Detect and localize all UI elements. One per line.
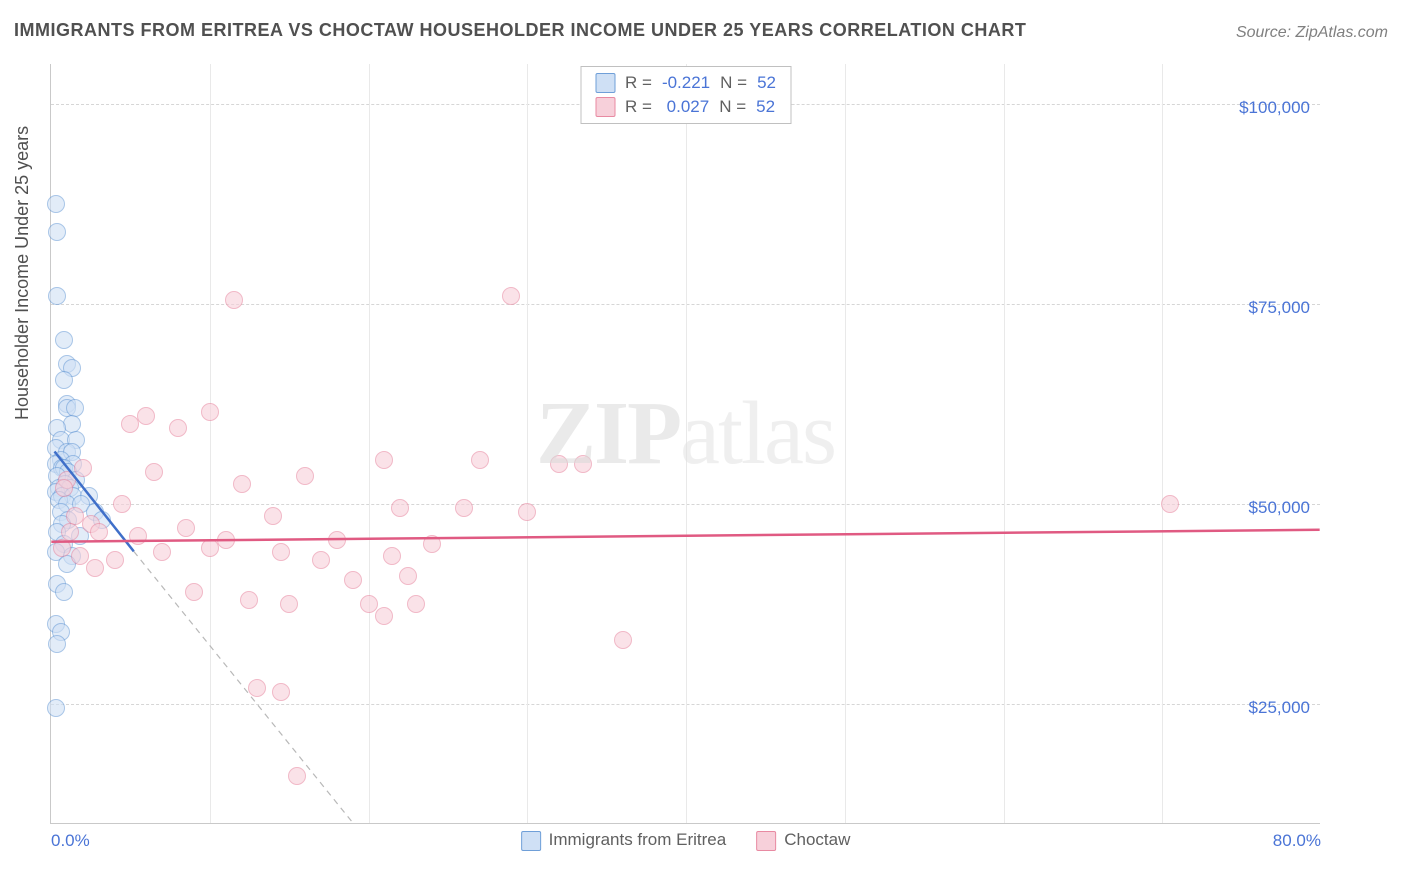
data-point [201, 403, 219, 421]
data-point [399, 567, 417, 585]
data-point [129, 527, 147, 545]
data-point [471, 451, 489, 469]
data-point [55, 583, 73, 601]
source-attribution: Source: ZipAtlas.com [1236, 24, 1388, 42]
data-point [48, 223, 66, 241]
n-label: N = [720, 73, 747, 93]
data-point [74, 459, 92, 477]
vertical-gridline [845, 64, 846, 823]
watermark-thin: atlas [680, 384, 835, 483]
data-point [288, 767, 306, 785]
y-tick-label: $25,000 [1249, 698, 1310, 718]
n-value-eritrea: 52 [757, 73, 776, 93]
data-point [55, 371, 73, 389]
data-point [502, 287, 520, 305]
data-point [280, 595, 298, 613]
data-point [344, 571, 362, 589]
data-point [225, 291, 243, 309]
data-point [217, 531, 235, 549]
legend-row-eritrea: R = -0.221 N = 52 [581, 71, 790, 95]
chart-title: IMMIGRANTS FROM ERITREA VS CHOCTAW HOUSE… [14, 20, 1026, 41]
data-point [137, 407, 155, 425]
series-legend: Immigrants from Eritrea Choctaw [521, 830, 851, 851]
data-point [55, 479, 73, 497]
data-point [248, 679, 266, 697]
data-point [240, 591, 258, 609]
data-point [550, 455, 568, 473]
data-point [177, 519, 195, 537]
data-point [272, 683, 290, 701]
data-point [48, 287, 66, 305]
data-point [71, 547, 89, 565]
legend-label-choctaw: Choctaw [784, 830, 850, 849]
data-point [185, 583, 203, 601]
data-point [55, 331, 73, 349]
y-tick-label: $75,000 [1249, 298, 1310, 318]
data-point [296, 467, 314, 485]
data-point [272, 543, 290, 561]
legend-item-eritrea: Immigrants from Eritrea [521, 830, 727, 851]
y-tick-label: $100,000 [1239, 98, 1310, 118]
n-value-choctaw: 52 [756, 97, 775, 117]
data-point [312, 551, 330, 569]
data-point [328, 531, 346, 549]
data-point [86, 559, 104, 577]
data-point [423, 535, 441, 553]
data-point [360, 595, 378, 613]
vertical-gridline [1162, 64, 1163, 823]
data-point [383, 547, 401, 565]
data-point [53, 539, 71, 557]
r-value-choctaw: 0.027 [662, 97, 709, 117]
data-point [121, 415, 139, 433]
swatch-eritrea [595, 73, 615, 93]
data-point [518, 503, 536, 521]
vertical-gridline [1004, 64, 1005, 823]
data-point [47, 195, 65, 213]
r-label: R = [625, 73, 652, 93]
legend-label-eritrea: Immigrants from Eritrea [549, 830, 727, 849]
vertical-gridline [210, 64, 211, 823]
data-point [106, 551, 124, 569]
data-point [455, 499, 473, 517]
data-point [264, 507, 282, 525]
data-point [153, 543, 171, 561]
legend-row-choctaw: R = 0.027 N = 52 [581, 95, 790, 119]
data-point [169, 419, 187, 437]
swatch-eritrea [521, 831, 541, 851]
data-point [391, 499, 409, 517]
data-point [614, 631, 632, 649]
scatter-plot-area: ZIPatlas R = -0.221 N = 52 R = 0.027 N =… [50, 64, 1320, 824]
data-point [1161, 495, 1179, 513]
data-point [375, 451, 393, 469]
data-point [90, 523, 108, 541]
y-tick-label: $50,000 [1249, 498, 1310, 518]
data-point [113, 495, 131, 513]
data-point [407, 595, 425, 613]
r-label: R = [625, 97, 652, 117]
swatch-choctaw [595, 97, 615, 117]
vertical-gridline [369, 64, 370, 823]
data-point [574, 455, 592, 473]
data-point [47, 699, 65, 717]
data-point [201, 539, 219, 557]
vertical-gridline [686, 64, 687, 823]
swatch-choctaw [756, 831, 776, 851]
n-label: N = [719, 97, 746, 117]
correlation-legend: R = -0.221 N = 52 R = 0.027 N = 52 [580, 66, 791, 124]
vertical-gridline [527, 64, 528, 823]
data-point [375, 607, 393, 625]
legend-item-choctaw: Choctaw [756, 830, 850, 851]
y-axis-label: Householder Income Under 25 years [12, 126, 33, 420]
r-value-eritrea: -0.221 [662, 73, 710, 93]
data-point [145, 463, 163, 481]
data-point [48, 635, 66, 653]
x-tick-label: 0.0% [51, 831, 90, 851]
x-tick-label: 80.0% [1273, 831, 1321, 851]
data-point [233, 475, 251, 493]
